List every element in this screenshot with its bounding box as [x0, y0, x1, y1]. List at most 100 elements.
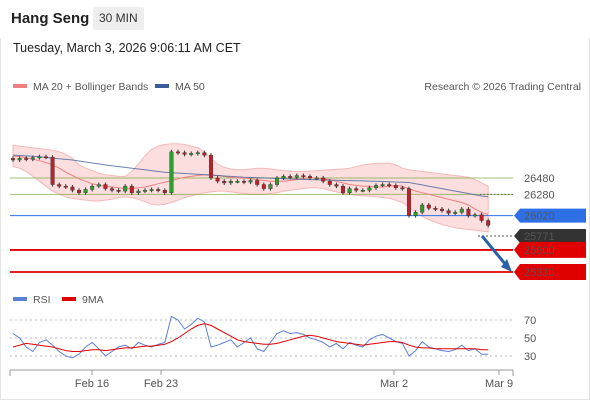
candlestick: [466, 207, 471, 218]
candle-up: [17, 158, 22, 161]
candle-down: [440, 208, 445, 211]
candle-up: [314, 177, 319, 180]
candle-down: [479, 214, 484, 221]
candle-down: [446, 210, 451, 214]
main-legend: MA 20 + Bollinger Bands MA 50 Research ©…: [13, 81, 581, 93]
forecast-arrow: [480, 234, 512, 272]
candlestick: [182, 150, 187, 157]
candle-down: [156, 189, 161, 191]
candle-down: [486, 220, 491, 226]
candlestick: [63, 184, 68, 190]
candlestick: [446, 208, 451, 216]
pivot-tag: 26020: [514, 208, 586, 223]
candle-up: [83, 189, 88, 193]
candlestick: [281, 174, 286, 181]
candlestick: [189, 151, 194, 157]
rsi-legend: RSI 9MA: [13, 294, 104, 306]
candle-down: [400, 187, 405, 190]
candlestick: [129, 184, 134, 195]
candlestick: [308, 174, 313, 181]
ma20-legend-swatch: [13, 84, 27, 88]
candle-down: [393, 185, 398, 189]
x-axis: Feb 16 Feb 23 Mar 2 Mar 9: [9, 369, 514, 390]
candlestick: [228, 179, 233, 185]
candlestick: [215, 175, 220, 184]
candle-up: [268, 184, 273, 189]
chart-header: Hang Seng 30 MIN: [0, 0, 590, 38]
candlestick: [17, 156, 22, 163]
candle-up: [123, 185, 128, 192]
candle-down: [208, 154, 213, 179]
rsi-ma-legend-swatch: [62, 297, 76, 301]
candlestick: [459, 207, 464, 215]
ma50-line: [12, 154, 489, 198]
candle-up: [275, 177, 280, 185]
candlestick: [103, 182, 108, 191]
candle-down: [109, 188, 114, 191]
candlestick: [175, 149, 180, 155]
candle-down: [341, 185, 346, 193]
candlestick: [367, 185, 372, 193]
candle-up: [459, 208, 464, 213]
candle-up: [248, 180, 253, 183]
rsi-tick-label: 70: [524, 315, 536, 327]
candlestick: [96, 182, 101, 189]
candlestick: [44, 154, 49, 160]
interval-badge[interactable]: 30 MIN: [93, 7, 144, 30]
candlestick: [149, 187, 154, 193]
candle-down: [354, 188, 359, 191]
last-price-tag-shape: [514, 228, 586, 243]
rsi-ma-legend-label: 9MA: [82, 294, 104, 306]
last-price-tag-label: 25771: [524, 231, 555, 243]
candle-down: [466, 208, 471, 216]
candle-down: [116, 190, 121, 192]
candlestick: [288, 174, 293, 180]
ma20-legend-label: MA 20 + Bollinger Bands: [33, 81, 148, 93]
candle-down: [222, 181, 227, 184]
candle-up: [380, 184, 385, 186]
candlestick: [479, 212, 484, 223]
candle-down: [70, 186, 75, 191]
candle-down: [327, 181, 332, 185]
candlestick: [321, 175, 326, 184]
candle-up: [149, 189, 154, 191]
candle-down: [301, 175, 306, 177]
support-tag: 25330: [514, 264, 586, 280]
support-tag-label: 25330: [524, 267, 555, 279]
rsi-tick-label: 50: [524, 333, 536, 345]
candlestick: [380, 182, 385, 188]
level-tags: 26480 26280 26020 25771 25600 25330: [514, 173, 586, 280]
candle-down: [387, 184, 392, 186]
candlestick: [393, 183, 398, 190]
candlestick: [354, 186, 359, 193]
candle-up: [96, 184, 101, 187]
candlestick: [301, 173, 306, 179]
candlestick: [486, 218, 491, 228]
candle-up: [90, 185, 95, 190]
candlestick: [255, 178, 260, 187]
candle-down: [426, 204, 431, 209]
resistance-label: 26280: [524, 189, 555, 201]
candlestick: [123, 184, 128, 194]
candlestick: [268, 182, 273, 191]
candlestick: [334, 182, 339, 189]
instrument-title: Hang Seng: [11, 10, 90, 27]
forecast-arrow-head: [501, 259, 512, 272]
candle-up: [142, 190, 147, 192]
candlestick: [142, 188, 147, 194]
candlestick: [202, 150, 207, 158]
candle-down: [103, 184, 108, 189]
pivot-tag-shape: [514, 208, 586, 223]
candle-down: [50, 156, 55, 185]
candlestick: [387, 182, 392, 188]
candle-up: [136, 190, 141, 193]
candle-down: [202, 152, 207, 156]
candlestick: [314, 175, 319, 181]
candlestick: [341, 184, 346, 195]
candle-up: [169, 151, 174, 193]
chart-timestamp: Tuesday, March 3, 2026 9:06:11 AM CET: [13, 41, 241, 55]
candle-up: [281, 176, 286, 179]
last-price-tag: 25771: [514, 228, 586, 243]
candlestick: [294, 173, 299, 180]
